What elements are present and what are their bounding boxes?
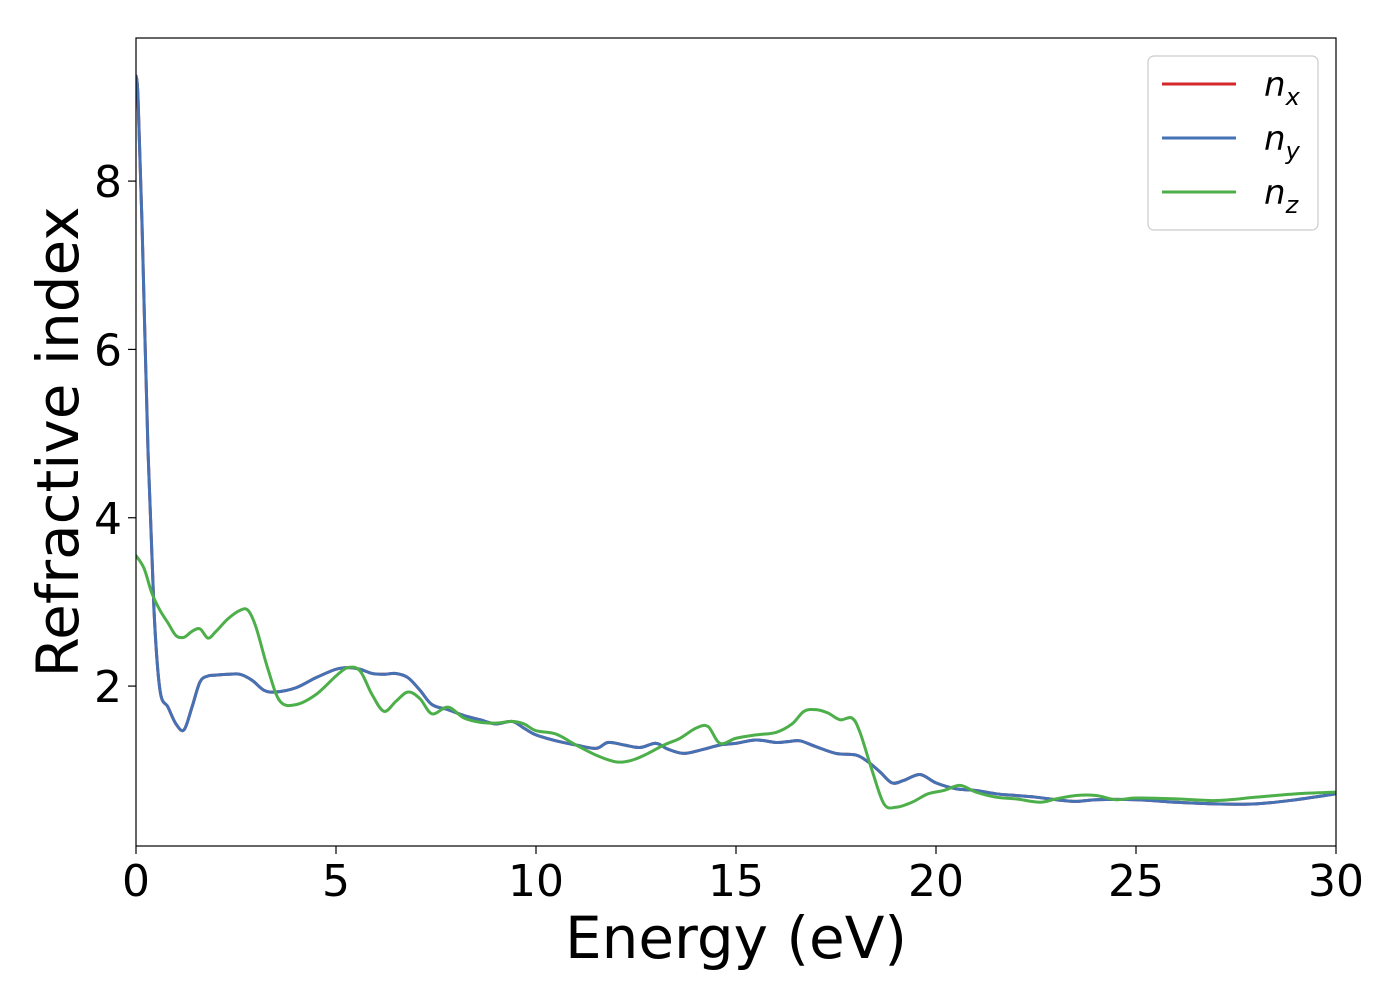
legend-label-z: nz: [1264, 173, 1300, 219]
y-axis-label: Refractive index: [24, 206, 92, 677]
x-tick-label: 5: [322, 856, 350, 907]
series-line-z: [136, 554, 1336, 810]
x-axis-ticks: 0 5 10 15 20 25 30: [122, 846, 1364, 907]
y-tick-label: 2: [94, 662, 122, 713]
x-tick-label: 10: [508, 856, 564, 907]
x-tick-label: 25: [1108, 856, 1164, 907]
x-tick-label: 0: [122, 856, 150, 907]
x-tick-label: 15: [708, 856, 764, 907]
plot-area: [135, 37, 1337, 847]
legend: nx ny nz: [1147, 55, 1319, 231]
y-tick-label: 4: [94, 494, 122, 545]
x-tick-label: 20: [908, 856, 964, 907]
x-tick-label: 30: [1308, 856, 1364, 907]
series-line-y: [136, 74, 1336, 806]
legend-label-y: ny: [1264, 119, 1301, 165]
y-axis-ticks: 2 4 6 8: [94, 157, 136, 713]
legend-box: [1147, 55, 1319, 231]
legend-label-x: nx: [1264, 65, 1301, 111]
y-tick-label: 8: [94, 157, 122, 208]
series-lines: [136, 74, 1336, 810]
x-axis-label: Energy (eV): [565, 904, 907, 972]
y-tick-label: 6: [94, 325, 122, 376]
